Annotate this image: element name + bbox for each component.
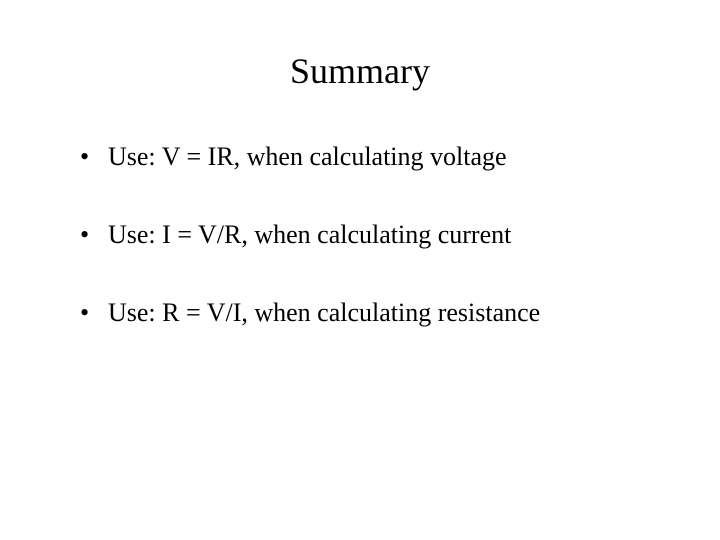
bullet-list: Use: V = IR, when calculating voltage Us…: [60, 142, 660, 328]
bullet-item: Use: V = IR, when calculating voltage: [80, 142, 660, 172]
slide-title: Summary: [60, 50, 660, 92]
bullet-item: Use: I = V/R, when calculating current: [80, 220, 660, 250]
bullet-item: Use: R = V/I, when calculating resistanc…: [80, 298, 660, 328]
